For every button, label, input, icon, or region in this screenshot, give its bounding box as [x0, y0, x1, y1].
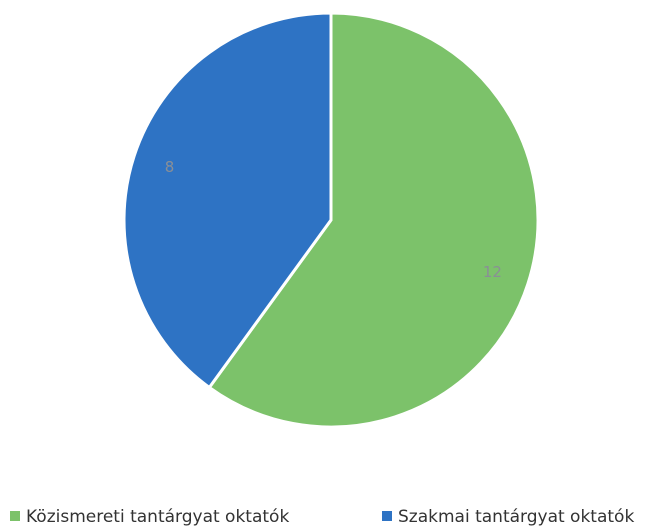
value-label: 8	[165, 158, 175, 176]
legend-marker	[382, 511, 392, 521]
legend-label: Közismereti tantárgyat oktatók	[26, 507, 289, 527]
pie-slice	[122, 11, 333, 390]
legend-label: Szakmai tantárgyat oktatók	[398, 507, 634, 527]
pie-slice	[207, 11, 540, 429]
legend-marker	[10, 511, 20, 521]
value-label: 12	[483, 263, 502, 281]
